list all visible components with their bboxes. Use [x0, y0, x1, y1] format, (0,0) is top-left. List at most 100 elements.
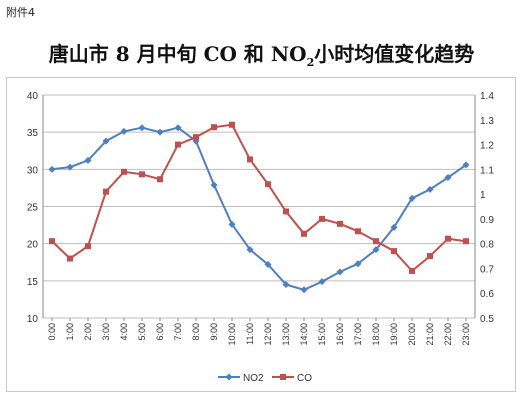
- left-tick-label: 20: [27, 240, 39, 251]
- right-tick-label: 0.9: [480, 215, 494, 226]
- right-tick-label: 1.3: [480, 116, 494, 127]
- data-point-no2: [66, 163, 74, 171]
- x-tick-label: 2:00: [83, 323, 93, 341]
- right-tick-label: 0.7: [480, 264, 494, 275]
- x-tick-label: 11:00: [245, 323, 255, 345]
- data-point-co: [103, 188, 109, 195]
- right-tick-label: 1: [480, 190, 486, 201]
- x-tick-label: 17:00: [353, 323, 363, 346]
- data-point-co: [211, 124, 217, 131]
- title-suffix: 小时均值变化趋势: [314, 42, 475, 66]
- left-tick-label: 35: [27, 128, 39, 139]
- data-point-co: [121, 168, 127, 175]
- data-point-co: [373, 238, 379, 245]
- title-subscript: 2: [306, 56, 315, 69]
- x-tick-label: 6:00: [155, 323, 165, 341]
- data-point-no2: [372, 246, 380, 254]
- legend-label-no2: NO2: [243, 373, 264, 384]
- data-point-no2: [120, 127, 128, 135]
- grid-lines: [42, 94, 476, 319]
- data-point-co: [175, 141, 181, 148]
- data-point-co: [391, 248, 397, 255]
- data-point-no2: [282, 281, 290, 289]
- x-tick-label: 19:00: [389, 323, 399, 346]
- x-tick-label: 8:00: [191, 323, 201, 341]
- data-point-co: [427, 253, 433, 260]
- x-tick-label: 14:00: [299, 323, 309, 346]
- data-point-co: [337, 220, 343, 227]
- data-point-co: [247, 156, 253, 163]
- data-point-co: [67, 255, 73, 262]
- data-point-co: [355, 228, 361, 235]
- data-point-no2: [336, 268, 344, 276]
- left-tick-label: 25: [27, 203, 39, 214]
- data-point-co: [283, 208, 289, 215]
- x-tick-label: 18:00: [371, 323, 381, 346]
- data-point-co: [49, 238, 55, 245]
- x-tick-label: 12:00: [263, 323, 273, 346]
- attachment-label: 附件4: [6, 6, 35, 19]
- data-point-no2: [462, 161, 470, 169]
- x-tick-label: 3:00: [101, 323, 111, 341]
- left-tick-label: 15: [27, 277, 39, 288]
- data-point-no2: [246, 246, 254, 254]
- legend-marker-no2: [225, 373, 233, 381]
- x-tick-label: 23:00: [461, 323, 471, 346]
- legend: NO2 CO: [218, 373, 312, 384]
- series-line-co: [51, 123, 467, 273]
- right-tick-label: 0.8: [480, 240, 494, 251]
- left-tick-label: 10: [27, 314, 39, 325]
- left-tick-label: 40: [27, 91, 39, 102]
- right-tick-label: 1.1: [480, 165, 494, 176]
- x-tick-label: 15:00: [317, 323, 327, 346]
- series-line-no2: [51, 126, 467, 291]
- data-point-no2: [444, 174, 452, 182]
- data-point-co: [319, 215, 325, 222]
- x-tick-label: 21:00: [425, 323, 435, 346]
- x-tick-label: 5:00: [137, 323, 147, 341]
- left-axis-ticks: 10 15 20 25 30 35 40: [27, 91, 39, 325]
- right-tick-label: 1.2: [480, 141, 494, 152]
- right-tick-label: 0.6: [480, 289, 494, 300]
- right-tick-label: 0.5: [480, 314, 494, 325]
- data-point-no2: [210, 181, 218, 189]
- data-point-co: [139, 171, 145, 178]
- data-point-no2: [228, 220, 236, 228]
- x-tick-label: 20:00: [407, 323, 417, 346]
- data-point-no2: [426, 185, 434, 193]
- right-axis-ticks: 0.5 0.6 0.7 0.8 0.9 1 1.1 1.2 1.3 1.4: [480, 91, 494, 325]
- data-point-no2: [354, 260, 362, 268]
- data-point-no2: [138, 124, 146, 132]
- data-point-co: [463, 238, 469, 245]
- x-tick-label: 0:00: [47, 323, 57, 341]
- data-point-co: [409, 267, 415, 274]
- data-point-co: [85, 243, 91, 250]
- data-point-no2: [408, 194, 416, 202]
- data-point-no2: [48, 165, 56, 173]
- data-point-co: [265, 181, 271, 188]
- x-tick-label: 16:00: [335, 323, 345, 346]
- data-point-no2: [264, 260, 272, 268]
- right-tick-label: 1.4: [480, 91, 494, 102]
- x-tick-label: 4:00: [119, 323, 129, 341]
- x-axis-ticks: 0:00 1:00 2:00 3:00 4:00 5:00 6:00 7:00 8:00 9:00…: [47, 318, 471, 346]
- data-point-co: [301, 230, 307, 237]
- data-point-co: [157, 176, 163, 183]
- data-point-no2: [318, 278, 326, 286]
- data-point-co: [229, 121, 235, 128]
- chart-frame: [6, 77, 516, 392]
- data-point-no2: [102, 137, 110, 145]
- legend-label-co: CO: [297, 373, 312, 384]
- data-point-co: [445, 235, 451, 242]
- data-point-no2: [390, 223, 398, 231]
- legend-marker-co: [280, 374, 286, 380]
- x-tick-label: 7:00: [173, 323, 183, 341]
- x-tick-label: 13:00: [281, 323, 291, 346]
- x-tick-label: 10:00: [227, 323, 237, 346]
- data-point-no2: [84, 156, 92, 164]
- data-point-co: [193, 134, 199, 141]
- x-tick-label: 9:00: [209, 323, 219, 341]
- left-tick-label: 30: [27, 165, 39, 176]
- data-point-no2: [300, 286, 308, 294]
